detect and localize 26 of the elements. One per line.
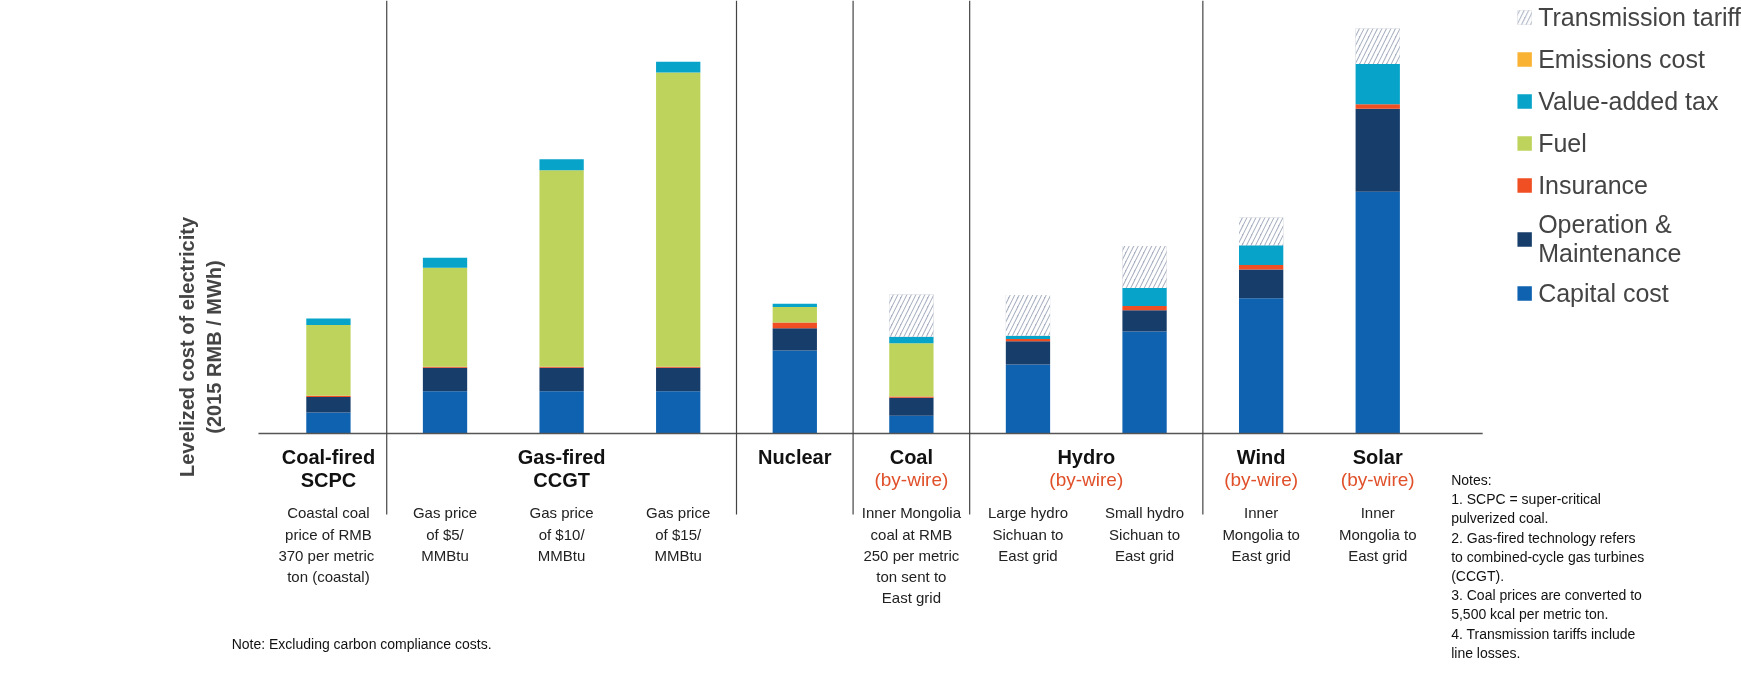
- x-tick-label: Gas price of $10/ MMBtu: [529, 504, 594, 564]
- text: Wind (by-wire): [1224, 445, 1299, 491]
- text: Coal (by-wire): [874, 445, 949, 491]
- x-tick-label: Small hydro Sichuan to East grid: [1104, 504, 1185, 564]
- text: Hydro (by-wire): [1049, 445, 1124, 491]
- legend-label: Operation & Maintenance: [1538, 210, 1682, 268]
- legend-label: Capital cost: [1538, 277, 1669, 309]
- y-axis-title: Levelized cost of electricity (2015 RMB / MWh): [176, 216, 225, 478]
- legend-label: Fuel: [1538, 127, 1587, 159]
- x-tick-label: Large hydro Sichuan to East grid: [987, 504, 1069, 564]
- legend-label: Emissions cost: [1538, 43, 1705, 75]
- text: Notes: 1. SCPC = super-critical pulverized coal. 2. Gas-fired technology refers to combined-cycle gas turbines (CCGT). 3. Coal prices are converted to 5,500 kcal per metric ton. 4. Transmission tariffs include line losses.: [1451, 471, 1645, 661]
- legend-label: Value-added tax: [1538, 85, 1719, 117]
- x-tick-label: Inner Mongolia coal at RMB 250 per metric ton sent to East grid: [861, 504, 962, 607]
- x-tick-label: Coastal coal price of RMB 370 per metric ton (coastal): [278, 504, 375, 586]
- text: Note: Excluding carbon compliance costs.: [231, 635, 492, 652]
- legend-label: Transmission tariff: [1538, 1, 1741, 33]
- x-tick-label: Gas price of $15/ MMBtu: [646, 504, 711, 564]
- text: Nuclear: [758, 445, 832, 468]
- legend-label: Insurance: [1538, 169, 1648, 201]
- x-tick-label: Inner Mongolia to East grid: [1338, 504, 1417, 564]
- x-tick-label: Inner Mongolia to East grid: [1222, 504, 1300, 564]
- text: Solar (by-wire): [1340, 445, 1415, 491]
- text: Coal-fired SCPC: [281, 445, 376, 492]
- x-tick-label: Gas price of $5/ MMBtu: [412, 504, 478, 564]
- text: Gas-fired CCGT: [517, 445, 606, 492]
